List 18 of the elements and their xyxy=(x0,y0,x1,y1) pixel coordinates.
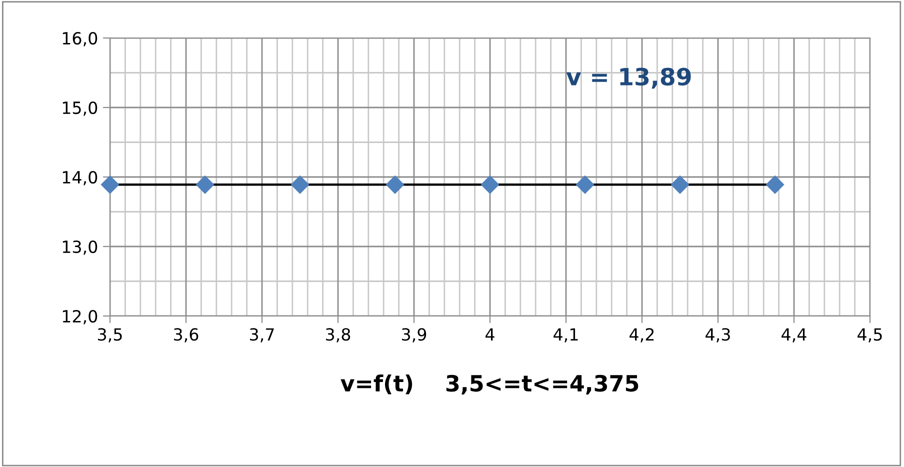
y-tick-label: 16,0 xyxy=(62,32,98,46)
x-tick-label: 4,3 xyxy=(706,328,730,342)
x-tick-label: 3,5 xyxy=(98,328,122,342)
x-tick-label: 3,8 xyxy=(326,328,350,342)
x-tick-label: 4,1 xyxy=(554,328,578,342)
y-tick-label: 15,0 xyxy=(62,101,98,116)
y-tick-label: 12,0 xyxy=(62,310,98,324)
y-tick-label: 14,0 xyxy=(62,170,98,186)
x-tick-label: 4,2 xyxy=(630,328,654,342)
x-tick-label: 4 xyxy=(486,328,494,340)
x-tick-label: 3,7 xyxy=(250,328,274,342)
x-tick-label: 3,9 xyxy=(402,328,426,342)
x-tick-label: 4,5 xyxy=(858,328,882,342)
x-tick-label: 3,6 xyxy=(174,328,198,342)
x-tick-label: 4,4 xyxy=(782,328,806,342)
x-axis-title: v=f(t) 3,5<=t<=4,375 xyxy=(340,374,638,395)
annotation: v = 13,89 xyxy=(566,68,691,89)
y-tick-label: 13,0 xyxy=(62,240,98,255)
